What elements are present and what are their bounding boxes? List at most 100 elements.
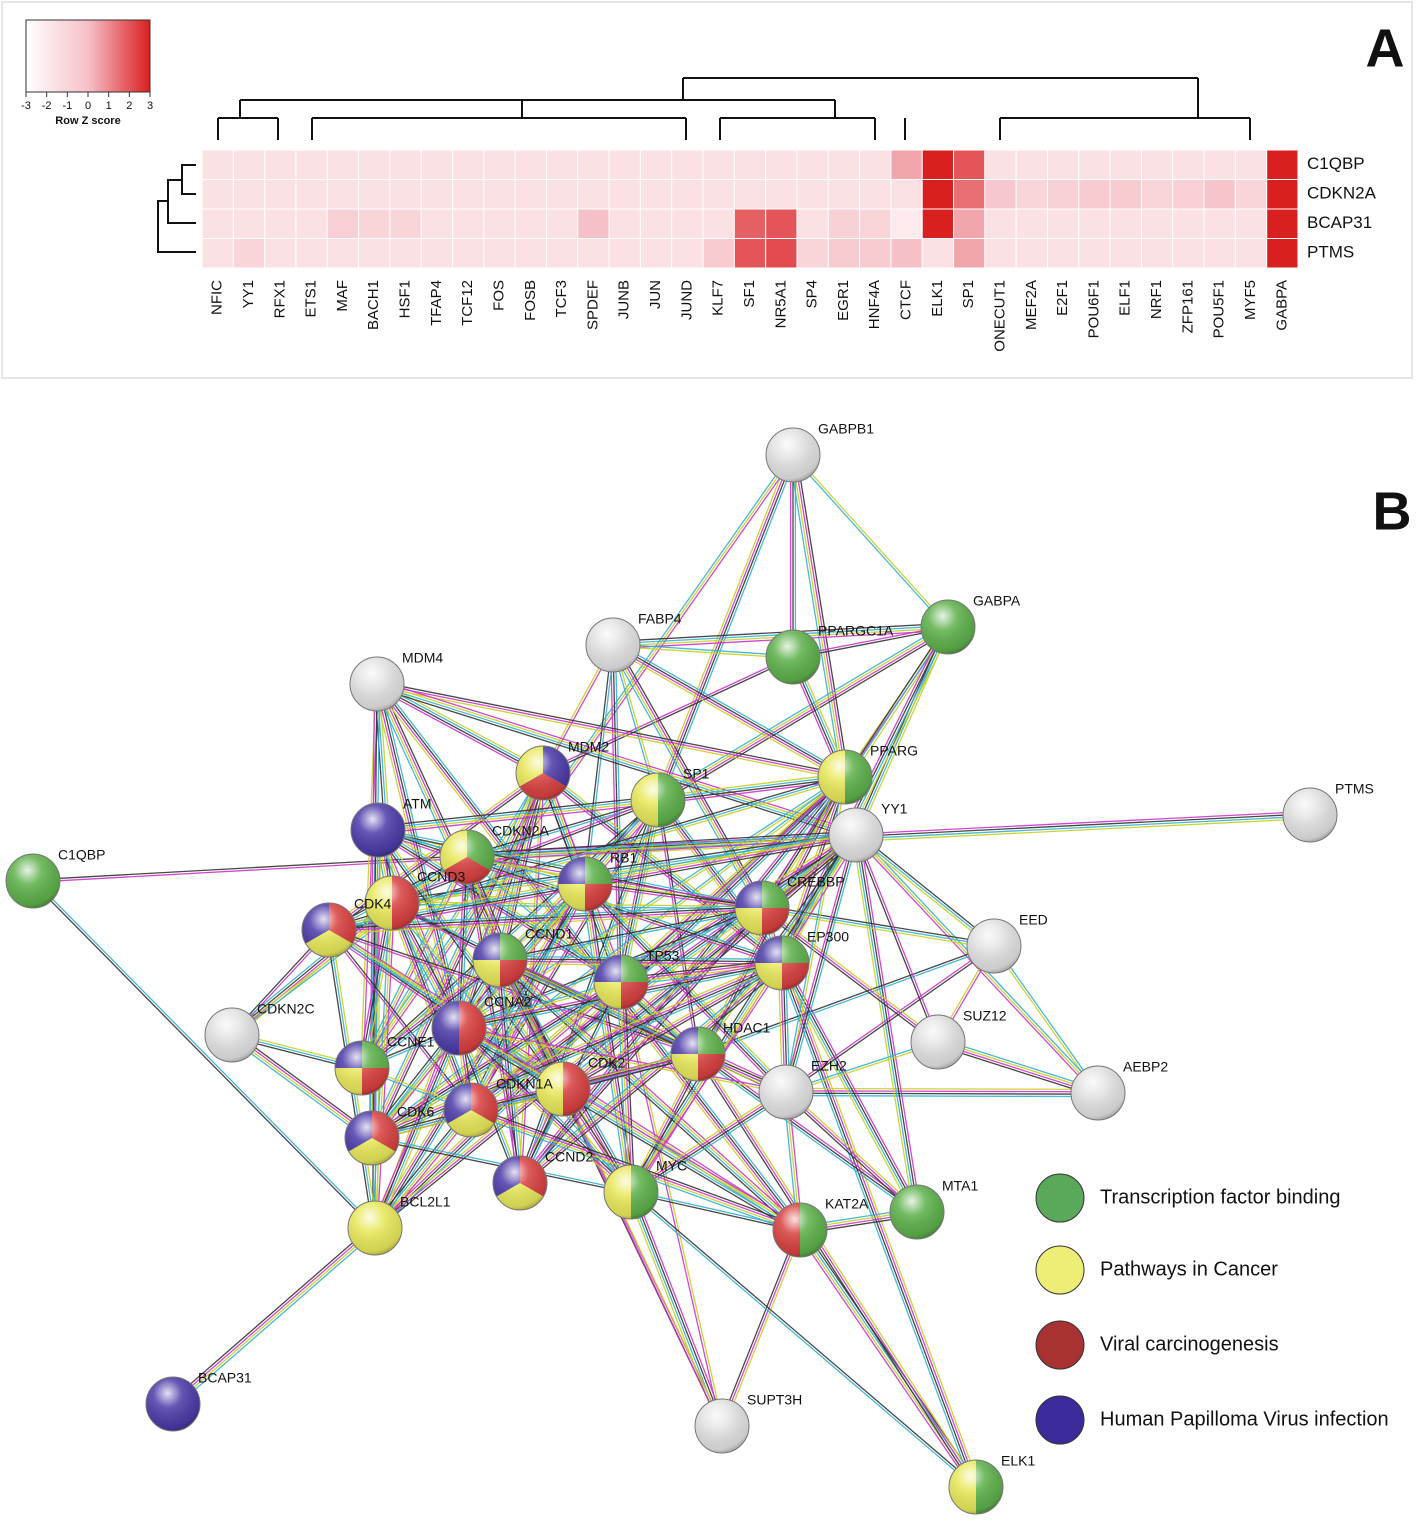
edge-line [631,835,858,1193]
column-label: ELF1 [1117,280,1134,316]
edge-line [786,946,996,1094]
edge-line [33,857,468,883]
edge-line [795,454,850,777]
node-gloss [364,875,420,931]
edge-line [782,627,950,964]
node-label: BCL2L1 [400,1194,451,1210]
edge-line [329,910,763,935]
heat-cell [264,179,297,210]
edge-line [561,960,782,1088]
heat-cell [859,149,892,180]
node-gloss [765,427,821,483]
node-gloss [344,1110,400,1166]
edge-line [377,679,858,833]
edge-line [658,455,795,801]
edge-line [856,834,919,1212]
edge-line [32,855,467,881]
heat-cell [389,238,422,269]
edge-line [621,981,724,1426]
heat-cell [1172,179,1205,210]
column-label: MYF5 [1242,280,1259,320]
heat-cell [1078,179,1111,210]
legend-swatch [1035,1245,1085,1295]
edge-line [377,829,564,1090]
colorbar-tick-label: -2 [42,100,52,112]
column-label: ONECUT1 [991,280,1008,352]
heat-cell [201,208,234,239]
edge-line [458,980,621,1028]
node-gloss [920,599,976,655]
heat-cell [639,149,673,180]
edge-line [390,903,471,1111]
edge-line [629,1192,976,1489]
edge-line [613,643,846,777]
column-label: MEF2A [1023,280,1040,330]
heat-cell [859,208,892,239]
edge-line [378,680,546,771]
column-label: E2F1 [1054,280,1071,316]
edge-line [543,657,794,775]
edge-line [787,835,859,1093]
heat-cell [1203,208,1236,239]
edge-line [329,884,586,932]
heat-cell [232,149,266,180]
node-label: CCNE1 [387,1034,435,1050]
heat-cell [733,149,767,180]
edge-line [583,884,631,1193]
node-label: SUPT3H [747,1392,802,1408]
legend-label: Pathways in Cancer [1100,1258,1278,1280]
heat-cell [452,179,485,210]
edge-line [459,1026,787,1092]
node-label: CCNA2 [484,994,532,1010]
heat-cell [702,238,735,269]
edge-line [656,454,793,800]
heat-cell [1266,208,1299,239]
heat-cell [1015,238,1048,269]
edge-line [631,1191,724,1426]
row-dendrogram [157,164,196,253]
node-gloss [889,1184,945,1240]
heat-cell [765,238,798,269]
edge-line [615,642,766,907]
colorbar-tick-label: 3 [147,100,153,112]
heat-cell [765,179,798,210]
node-gloss [301,902,357,958]
edge-line [370,772,543,1138]
edge-line [360,798,658,1068]
edge-line [394,901,475,1109]
legend-swatch [1035,1320,1085,1370]
panel-letter: A [1366,18,1405,78]
heat-cell [264,149,297,180]
column-label: FOS [490,280,507,311]
edge-line [585,837,857,889]
legend-label: Viral carcinogenesis [1100,1333,1279,1355]
row-label: BCAP31 [1307,213,1372,232]
heat-cell [639,179,673,210]
heat-cell [765,208,798,239]
node-label: C1QBP [58,847,105,863]
edge-line [619,982,631,1193]
heat-cell [921,149,955,180]
column-label: ETS1 [303,280,320,318]
legend-label: Transcription factor binding [1100,1186,1341,1208]
heat-cell [733,179,767,210]
edge-line [459,982,622,1030]
edge-line [379,828,462,1028]
node-label: TP53 [646,948,680,964]
heat-cell [890,208,923,239]
edge-line [377,681,846,776]
column-label: TFAP4 [428,280,445,326]
heat-cell [201,179,234,210]
node-gloss [585,617,641,673]
edge-line [373,965,784,1142]
edge-line [469,775,845,1110]
edge-line [619,982,722,1427]
node-label: CDKN1A [496,1076,553,1092]
edge-line [371,881,583,1227]
column-label: NFIC [209,280,226,315]
edge-line [778,964,974,1489]
heat-cell [639,238,673,269]
edge-line [660,456,797,802]
node-gloss [492,1155,548,1211]
node-gloss [350,802,406,858]
